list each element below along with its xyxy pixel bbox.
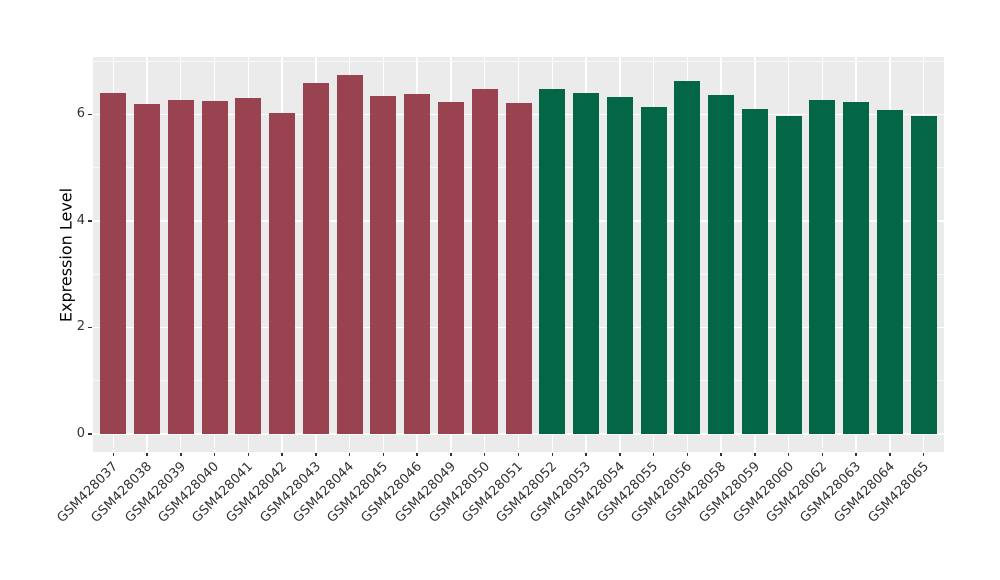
chart-panel: [93, 57, 944, 452]
x-axis-tick: [416, 453, 418, 456]
bar: [302, 82, 329, 434]
x-axis-tick: [146, 453, 148, 456]
bar: [100, 92, 127, 434]
bar: [404, 94, 431, 434]
bar: [843, 101, 870, 434]
bar: [505, 102, 532, 434]
x-axis-tick: [754, 453, 756, 456]
y-axis-title: Expression Level: [56, 187, 76, 322]
y-axis-tick: [88, 326, 92, 329]
x-axis-tick: [585, 453, 587, 456]
x-axis-tick: [281, 453, 283, 456]
x-axis-tick: [652, 453, 655, 456]
bar: [640, 107, 667, 434]
bar: [134, 103, 161, 434]
x-axis-tick: [821, 453, 824, 456]
x-axis-tick: [686, 453, 689, 456]
x-axis-tick: [922, 453, 925, 456]
x-axis-tick: [180, 453, 182, 456]
y-tick-label: 6: [76, 106, 85, 122]
y-axis-tick: [88, 113, 92, 116]
y-axis-tick: [88, 433, 92, 435]
x-axis-tick: [213, 453, 216, 456]
x-axis-tick: [787, 453, 790, 456]
bar: [539, 88, 566, 434]
x-axis-tick: [517, 453, 520, 456]
x-axis-tick: [247, 453, 250, 456]
y-tick-label: 2: [76, 319, 85, 335]
y-axis-tick: [88, 220, 92, 222]
x-axis-tick: [483, 453, 486, 456]
bar: [235, 97, 262, 434]
bar: [775, 115, 802, 434]
x-axis-tick: [382, 453, 385, 456]
bar: [741, 108, 768, 434]
x-axis-tick: [315, 453, 317, 456]
bar: [809, 99, 836, 434]
bar: [708, 95, 735, 434]
bar: [201, 101, 228, 434]
bar: [336, 75, 363, 434]
bar: [167, 99, 194, 434]
bar: [573, 92, 600, 434]
x-axis-tick: [450, 453, 452, 456]
bar: [876, 109, 903, 434]
y-tick-label: 4: [76, 212, 85, 228]
x-axis-tick: [551, 453, 554, 456]
y-tick-label: 0: [76, 425, 85, 441]
bar: [471, 89, 498, 434]
x-axis-tick: [619, 453, 621, 456]
bar: [910, 115, 937, 434]
x-axis-tick: [855, 453, 857, 456]
x-axis-tick: [720, 453, 722, 456]
x-axis-tick: [112, 453, 114, 456]
x-axis-tick: [348, 453, 351, 456]
bar: [674, 81, 701, 434]
bar: [437, 101, 464, 434]
bar: [370, 95, 397, 434]
x-axis-tick: [889, 453, 891, 456]
bar: [269, 112, 296, 434]
bar: [606, 96, 633, 434]
